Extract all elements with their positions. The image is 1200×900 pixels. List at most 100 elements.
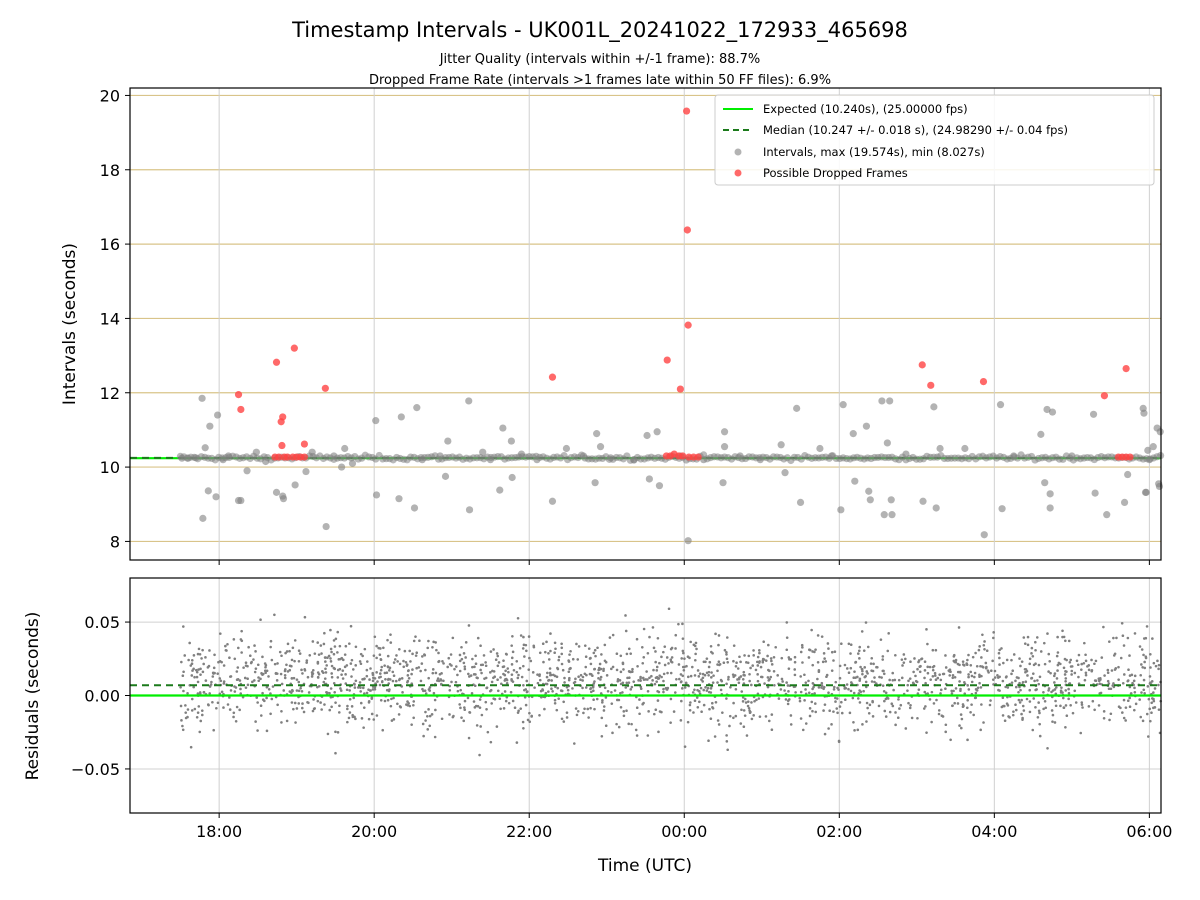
residual-point — [1115, 636, 1118, 640]
residual-point — [553, 641, 557, 645]
residual-point — [619, 670, 623, 674]
residual-point — [1139, 673, 1143, 677]
residual-point — [1128, 674, 1132, 677]
residual-point — [200, 709, 204, 712]
residual-point — [248, 654, 252, 658]
residual-point — [339, 657, 342, 661]
residual-point — [556, 666, 559, 670]
residual-point — [192, 654, 196, 657]
residual-point — [686, 675, 690, 679]
residual-point — [801, 646, 804, 649]
residual-point — [648, 635, 651, 639]
residual-point — [406, 679, 410, 683]
residual-point — [1020, 698, 1023, 702]
interval-point — [348, 459, 357, 467]
residual-point — [571, 687, 574, 690]
residual-point — [502, 707, 506, 710]
residual-point — [1062, 706, 1066, 709]
residual-point — [936, 676, 940, 680]
residual-point — [631, 667, 634, 671]
residual-point — [542, 660, 545, 664]
residual-point — [881, 684, 885, 687]
residual-point — [793, 660, 797, 664]
residual-point — [706, 686, 710, 690]
residual-point — [604, 696, 608, 699]
residual-point — [816, 661, 820, 664]
residual-point — [526, 718, 530, 722]
residual-point — [473, 706, 477, 709]
residual-point — [323, 631, 326, 635]
residual-point — [910, 716, 914, 720]
residual-point — [930, 720, 933, 724]
residual-point — [575, 642, 578, 646]
interval-point — [720, 443, 729, 451]
residual-point — [541, 689, 545, 692]
residual-point — [379, 668, 383, 672]
residual-point — [625, 652, 629, 656]
residual-point — [417, 666, 421, 669]
interval-point — [1156, 428, 1164, 436]
residual-point — [583, 672, 587, 676]
residual-point — [989, 699, 992, 702]
residual-point — [743, 697, 747, 701]
residual-point — [448, 662, 452, 666]
residual-point — [785, 621, 789, 624]
residual-point — [474, 662, 478, 666]
interval-point — [862, 422, 871, 430]
residual-point — [660, 655, 663, 659]
residual-point — [1146, 685, 1150, 688]
residual-point — [525, 679, 529, 683]
residual-point — [666, 671, 669, 675]
residual-point — [906, 689, 909, 692]
residual-point — [742, 725, 746, 728]
residual-point — [451, 715, 455, 719]
residual-point — [1065, 658, 1068, 662]
residual-point — [707, 673, 710, 677]
residual-point — [1150, 701, 1153, 705]
residual-point — [329, 687, 333, 690]
residual-point — [428, 714, 432, 718]
residual-point — [1108, 640, 1111, 643]
residual-point — [420, 662, 424, 665]
residual-point — [694, 652, 697, 656]
residual-point — [933, 674, 937, 677]
residual-point — [737, 681, 741, 685]
residual-point — [218, 660, 222, 663]
residual-point — [611, 731, 614, 735]
residual-point — [576, 710, 580, 713]
residual-point — [392, 661, 396, 664]
residual-point — [747, 707, 751, 710]
residual-point — [662, 690, 665, 694]
residual-point — [458, 659, 462, 663]
residual-point — [1102, 625, 1105, 629]
residual-point — [196, 711, 200, 714]
residual-point — [988, 703, 992, 707]
residual-point — [825, 675, 828, 679]
residual-point — [892, 688, 895, 692]
residual-point — [655, 665, 659, 669]
interval-point — [655, 482, 664, 490]
residual-point — [421, 722, 425, 726]
residual-point — [213, 653, 216, 657]
residual-point — [974, 696, 978, 700]
residual-point — [197, 668, 200, 671]
residual-point — [330, 675, 334, 679]
residual-point — [406, 674, 410, 677]
residual-point — [502, 659, 505, 662]
interval-point — [593, 430, 601, 438]
residual-point — [983, 647, 986, 651]
residual-point — [786, 702, 790, 706]
interval-point — [837, 506, 845, 514]
residual-point — [350, 705, 354, 708]
residual-point — [379, 647, 382, 650]
intervals-y-axis-label: Intervals (seconds) — [60, 243, 80, 405]
residual-point — [1012, 653, 1016, 656]
interval-point — [880, 511, 888, 519]
residual-point — [375, 714, 379, 717]
residual-point — [697, 675, 701, 678]
residual-point — [229, 675, 233, 678]
residual-point — [836, 686, 839, 690]
residual-point — [1080, 703, 1084, 706]
residual-point — [504, 669, 507, 673]
residual-point — [371, 671, 375, 675]
